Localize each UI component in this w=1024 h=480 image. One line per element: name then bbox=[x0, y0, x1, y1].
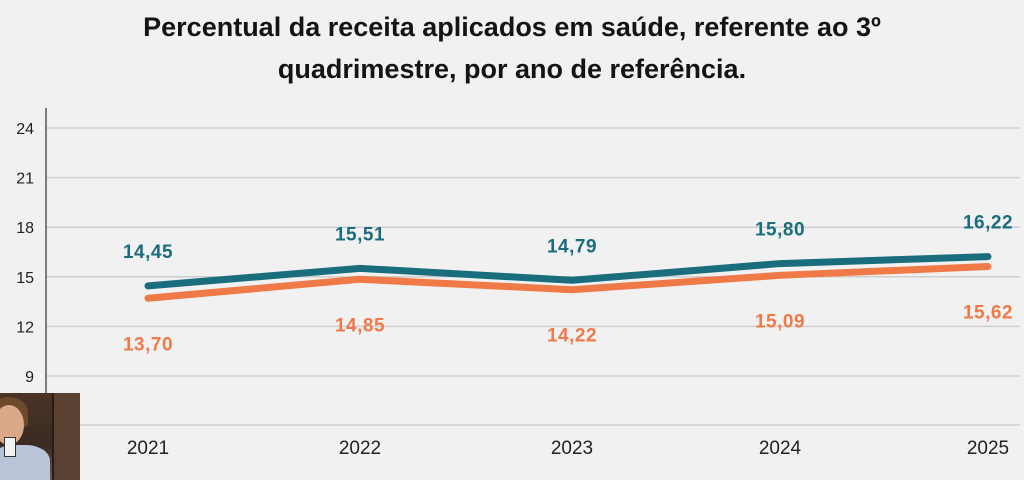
webcam-background-panel bbox=[52, 393, 80, 480]
x-tick-label: 2022 bbox=[339, 438, 381, 459]
data-label: 13,70 bbox=[123, 334, 173, 355]
data-label: 16,22 bbox=[963, 213, 1013, 234]
y-tick-label: 15 bbox=[16, 270, 34, 287]
data-label: 15,09 bbox=[755, 311, 805, 332]
data-point bbox=[779, 262, 781, 265]
data-label: 14,22 bbox=[547, 326, 597, 347]
data-label: 14,85 bbox=[335, 315, 385, 336]
y-tick-label: 12 bbox=[16, 319, 34, 336]
data-point bbox=[779, 274, 781, 277]
data-point bbox=[359, 278, 361, 281]
x-tick-label: 2023 bbox=[551, 438, 593, 459]
data-label: 15,62 bbox=[963, 303, 1013, 324]
data-label: 15,80 bbox=[755, 220, 805, 241]
x-tick-label: 2025 bbox=[967, 438, 1009, 459]
chart-title-line-2: quadrimestre, por ano de referência. bbox=[277, 54, 747, 84]
x-tick-label: 2021 bbox=[127, 438, 169, 459]
data-point bbox=[987, 255, 989, 258]
data-point bbox=[571, 288, 573, 291]
data-point bbox=[147, 284, 149, 287]
chart-title: Percentual da receita aplicados em saúde… bbox=[0, 6, 1024, 90]
microphone-icon bbox=[4, 437, 16, 457]
webcam-overlay bbox=[0, 393, 80, 480]
y-tick-label: 24 bbox=[16, 121, 34, 138]
data-point bbox=[987, 265, 989, 268]
data-point bbox=[571, 279, 573, 282]
data-point bbox=[359, 267, 361, 270]
y-tick-label: 21 bbox=[16, 171, 34, 188]
data-label: 15,51 bbox=[335, 224, 385, 245]
data-label: 14,45 bbox=[123, 242, 173, 263]
chart-title-line-1: Percentual da receita aplicados em saúde… bbox=[143, 12, 881, 42]
data-label: 14,79 bbox=[547, 236, 597, 257]
y-tick-label: 9 bbox=[25, 369, 34, 386]
y-tick-label: 18 bbox=[16, 220, 34, 237]
x-tick-label: 2024 bbox=[759, 438, 802, 459]
data-point bbox=[147, 297, 149, 300]
